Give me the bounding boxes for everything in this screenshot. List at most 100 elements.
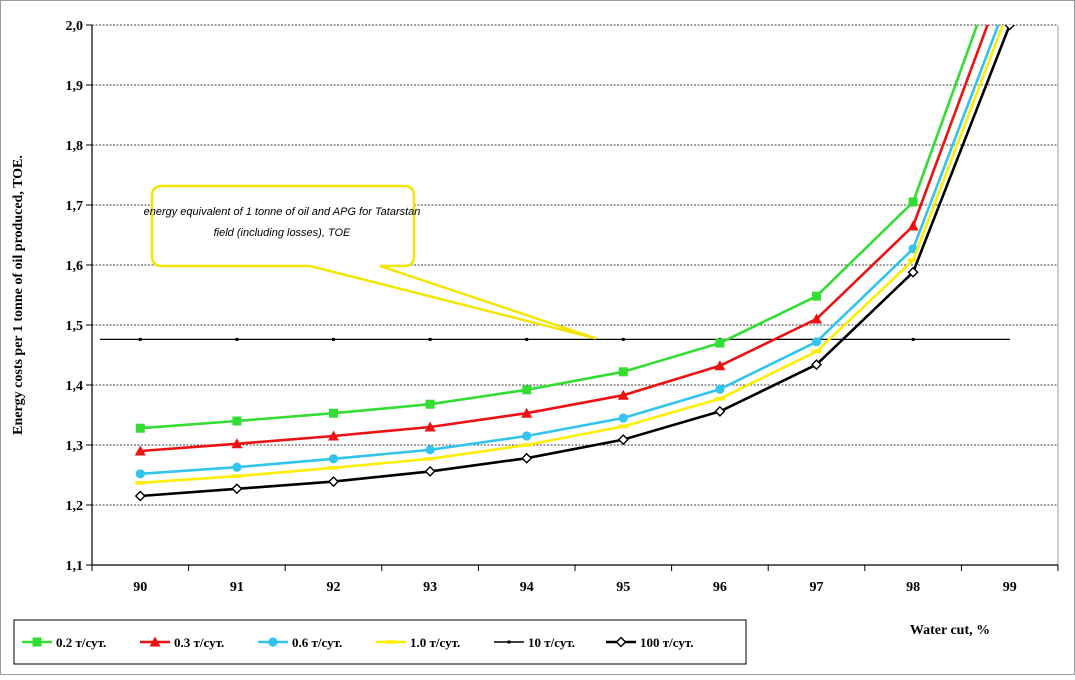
y-axis-label: Energy costs per 1 tonne of oil produced… — [11, 155, 26, 435]
legend-item: 10 т/сут. — [494, 635, 575, 650]
x-tick-label: 90 — [133, 580, 147, 595]
data-point — [425, 399, 435, 409]
data-point — [714, 360, 726, 371]
data-point — [811, 337, 822, 347]
axes: 1,1 1,2 1,3 1,4 1,5 1,6 1,7 1,8 1,9 2,0 90 91 92 93 94… — [66, 19, 1059, 595]
x-tick-label: 91 — [230, 580, 244, 595]
legend-swatch-marker — [615, 636, 627, 648]
y-tick-label: 1,3 — [66, 439, 84, 454]
x-tick-label: 99 — [1003, 580, 1017, 595]
data-point — [134, 490, 146, 502]
y-tick-label: 2,0 — [66, 19, 84, 34]
callout-shape — [150, 184, 597, 340]
series-lines — [134, 25, 1016, 502]
series-100- — [134, 25, 1016, 502]
x-tick-label: 94 — [520, 580, 534, 595]
legend-swatch-marker — [386, 640, 396, 644]
data-point — [617, 434, 629, 446]
y-tick-label: 1,6 — [66, 259, 84, 274]
legend-label: 1.0 т/сут. — [410, 635, 460, 650]
series-line — [140, 25, 1000, 476]
data-point — [521, 452, 533, 464]
data-point — [521, 443, 532, 447]
data-point — [138, 337, 142, 341]
y-tick-label: 1,4 — [66, 379, 84, 394]
data-point — [812, 291, 821, 301]
data-point — [907, 220, 919, 231]
data-point — [328, 430, 339, 441]
x-tick-label: 92 — [327, 580, 341, 595]
legend-label: 0.2 т/сут. — [56, 635, 106, 650]
legend-label: 0.3 т/сут. — [174, 635, 224, 650]
data-point — [521, 407, 533, 418]
data-point — [811, 359, 822, 371]
annotation-text-line1: energy equivalent of 1 tonne of oil and … — [144, 206, 421, 218]
y-tick-label: 1,1 — [66, 559, 84, 574]
series-0-2- — [135, 25, 979, 433]
data-point — [232, 462, 242, 472]
series-line — [140, 25, 989, 453]
data-point — [617, 389, 629, 400]
data-point — [522, 431, 532, 441]
data-point — [328, 476, 339, 488]
data-point — [715, 384, 725, 394]
data-point — [328, 454, 339, 464]
data-point — [135, 469, 145, 479]
data-point — [1004, 25, 1016, 31]
data-point — [134, 445, 146, 456]
data-point — [525, 337, 529, 341]
data-point — [715, 338, 725, 348]
data-point — [908, 258, 919, 262]
data-point — [332, 337, 335, 341]
data-point — [428, 337, 432, 341]
x-axis-label: Water cut, % — [910, 623, 990, 638]
y-tick-label: 1,7 — [66, 199, 84, 214]
data-point — [329, 408, 338, 418]
data-point — [811, 349, 822, 354]
data-point — [231, 483, 243, 495]
legend-swatch-marker — [32, 637, 42, 647]
data-point — [135, 423, 145, 433]
data-point — [908, 197, 918, 207]
y-tick-label: 1,8 — [66, 139, 84, 154]
data-point — [714, 397, 725, 401]
data-point — [714, 405, 726, 417]
x-tick-label: 98 — [906, 580, 920, 595]
data-point — [231, 474, 242, 478]
legend-label: 10 т/сут. — [528, 635, 575, 650]
data-point — [618, 367, 628, 377]
annotation-callout: energy equivalent of 1 tonne of oil and … — [144, 184, 597, 340]
data-point — [621, 337, 625, 341]
x-tick-label: 97 — [810, 580, 824, 595]
data-point — [425, 457, 436, 461]
data-point — [231, 438, 243, 449]
legend-item: 100 т/сут. — [606, 635, 694, 650]
series-line — [140, 25, 1011, 498]
data-point — [135, 481, 146, 485]
x-tick-label: 93 — [423, 580, 437, 595]
data-point — [811, 313, 822, 324]
legend-item: 1.0 т/сут. — [376, 635, 460, 650]
series-0-6- — [135, 25, 1000, 479]
series-line — [140, 25, 979, 430]
series-1-0- — [135, 25, 1005, 485]
legend: 0.2 т/сут. 0.3 т/сут. 0.6 т/сут. 1.0 т/сут.… — [13, 619, 747, 665]
legend-label: 0.6 т/сут. — [292, 635, 342, 650]
data-point — [425, 445, 435, 455]
x-tick-label: 95 — [616, 580, 630, 595]
data-point — [618, 424, 629, 429]
legend-label: 100 т/сут. — [640, 635, 694, 650]
legend-item: 0.6 т/сут. — [258, 635, 342, 650]
x-tick-label: 96 — [713, 580, 727, 595]
data-point — [328, 466, 339, 470]
data-point — [424, 465, 436, 477]
legend-swatch-marker — [268, 637, 278, 647]
data-point — [235, 337, 239, 341]
data-point — [232, 416, 242, 426]
data-point — [911, 337, 915, 341]
series-line — [140, 25, 1005, 485]
y-tick-label: 1,5 — [66, 319, 84, 334]
